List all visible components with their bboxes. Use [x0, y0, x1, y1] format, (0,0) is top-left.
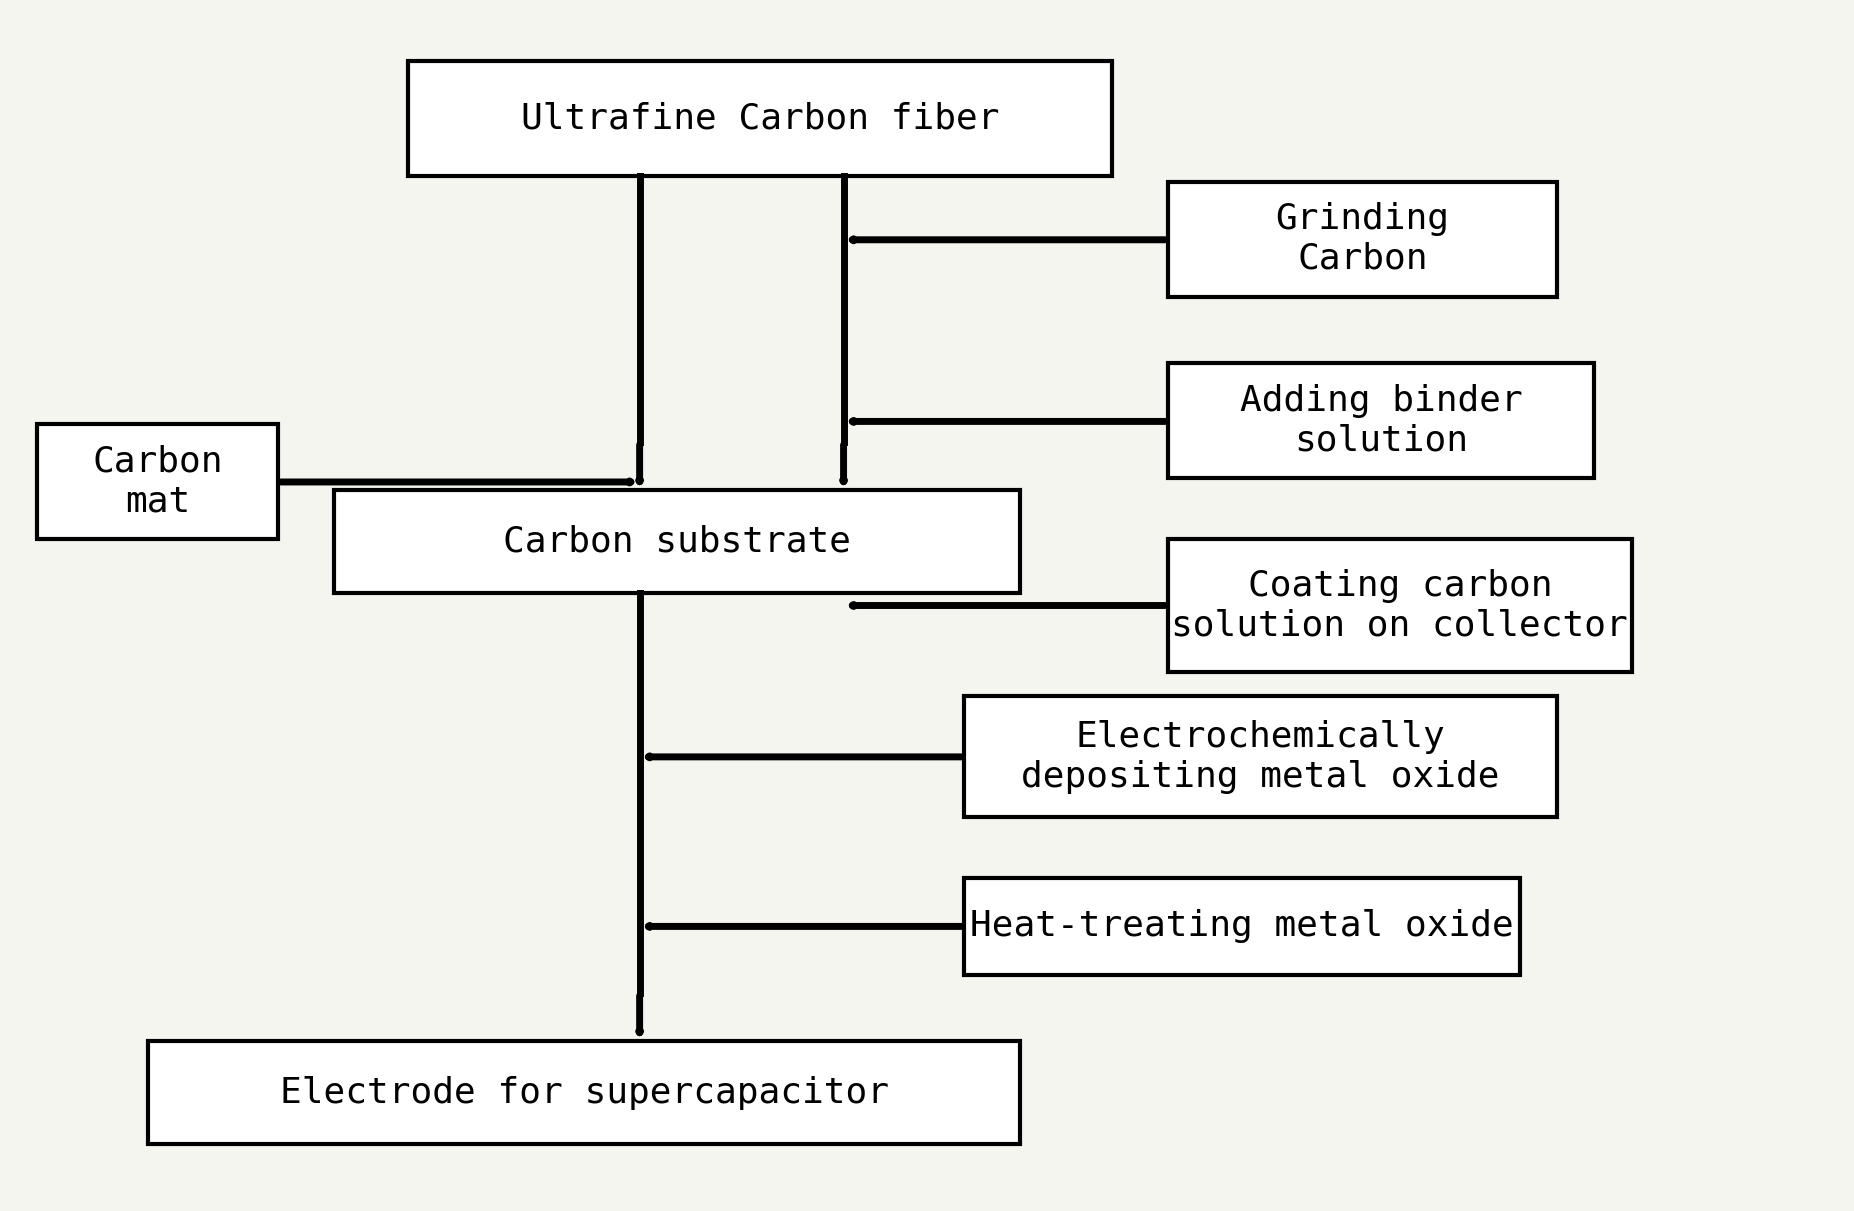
FancyBboxPatch shape [1168, 182, 1557, 297]
FancyBboxPatch shape [1168, 363, 1594, 478]
FancyBboxPatch shape [37, 424, 278, 539]
FancyBboxPatch shape [964, 696, 1557, 817]
Text: Adding binder
solution: Adding binder solution [1240, 384, 1522, 458]
Text: Coating carbon
solution on collector: Coating carbon solution on collector [1172, 569, 1628, 642]
FancyBboxPatch shape [408, 61, 1112, 176]
FancyBboxPatch shape [148, 1041, 1020, 1144]
Text: Carbon substrate: Carbon substrate [502, 524, 851, 559]
Text: Ultrafine Carbon fiber: Ultrafine Carbon fiber [521, 101, 999, 136]
Text: Grinding
Carbon: Grinding Carbon [1276, 202, 1450, 276]
FancyBboxPatch shape [964, 878, 1520, 975]
FancyBboxPatch shape [334, 490, 1020, 593]
FancyBboxPatch shape [1168, 539, 1632, 672]
Text: Electrochemically
depositing metal oxide: Electrochemically depositing metal oxide [1022, 721, 1500, 793]
Text: Heat-treating metal oxide: Heat-treating metal oxide [970, 909, 1515, 943]
Text: Electrode for supercapacitor: Electrode for supercapacitor [280, 1075, 888, 1110]
Text: Carbon
mat: Carbon mat [93, 444, 222, 518]
